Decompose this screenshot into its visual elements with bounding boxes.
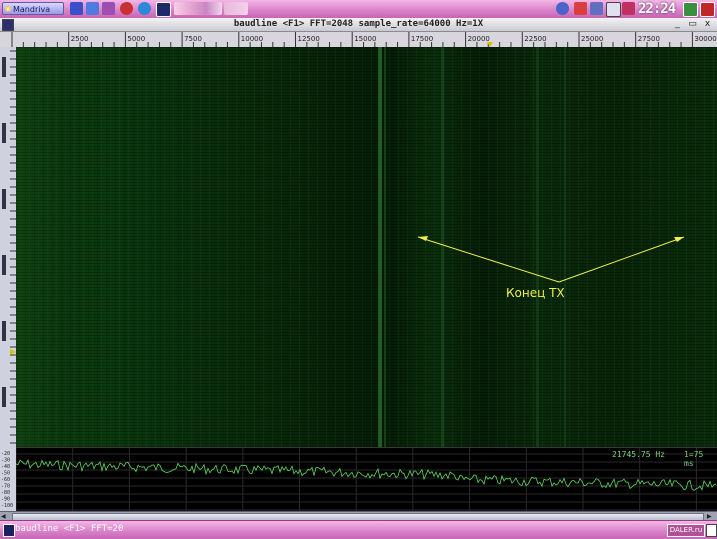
time-scale[interactable]	[0, 47, 17, 447]
close-button[interactable]: x	[704, 19, 711, 29]
ruler-tick-label: 27500	[638, 35, 660, 43]
keyboard-icon[interactable]	[590, 2, 603, 15]
annotation-arrows	[417, 236, 685, 283]
time-scale-ticks	[2, 50, 16, 444]
db-label: -100	[1, 503, 13, 509]
bottom-taskbar: baudline <F1> FFT=20 DALER.ru	[0, 520, 717, 539]
maximize-button[interactable]: ▭	[688, 19, 697, 29]
desktop-pager-icon[interactable]	[224, 2, 248, 15]
network-icon[interactable]	[138, 2, 151, 15]
carrier-band	[378, 47, 382, 447]
anime-thumbnails-icon[interactable]	[174, 2, 222, 15]
db-label: -30	[1, 458, 10, 464]
low-band-glow	[16, 47, 66, 447]
time-tick-label	[2, 189, 6, 209]
ruler-ticks: 2500 5000 7500 10000 12500 15000 17500 20000 225…	[11, 32, 717, 47]
baudline-task-icon[interactable]	[156, 2, 171, 17]
carrier-band	[536, 47, 539, 447]
frequency-marker-icon	[487, 42, 493, 47]
time-tick-label	[2, 255, 6, 275]
ruler-tick-label: 2500	[71, 35, 89, 43]
top-taskbar: Mandriva 22:24	[0, 0, 717, 19]
volume-icon[interactable]	[556, 2, 569, 15]
ruler-tick-label: 15000	[354, 35, 376, 43]
display-icon[interactable]	[606, 2, 621, 17]
start-menu-button[interactable]: Mandriva	[2, 2, 64, 15]
ruler-tick-label: 5000	[127, 35, 145, 43]
ruler-tick-label: 7500	[184, 35, 202, 43]
ruler-tick-label: 12500	[298, 35, 320, 43]
db-label: -70	[1, 484, 10, 490]
frequency-ruler[interactable]: 2500 5000 7500 10000 12500 15000 17500 20000 225…	[0, 32, 717, 48]
window-menu-icon[interactable]	[2, 19, 14, 31]
spectrogram-display[interactable]	[16, 47, 717, 447]
window-title: baudline <F1> FFT=2048 sample_rate=64000…	[233, 19, 484, 29]
show-desktop-icon[interactable]	[706, 524, 717, 537]
update-icon[interactable]	[574, 2, 587, 15]
media-icon[interactable]	[120, 2, 133, 15]
time-marker-icon	[10, 349, 16, 355]
tray-logo: DALER.ru	[667, 524, 705, 537]
db-scale-labels: -20-30-40-50-60-70-80-90-100	[1, 451, 13, 509]
task-button-baudline[interactable]: baudline <F1> FFT=20	[15, 524, 124, 534]
ruler-tick-label: 22500	[524, 35, 546, 43]
db-label: -40	[1, 464, 10, 470]
terminal-icon[interactable]	[86, 2, 99, 15]
ruler-tick-label: 25000	[581, 35, 603, 43]
carrier-band	[564, 47, 566, 447]
window-list-icon[interactable]	[683, 2, 698, 17]
db-label: -50	[1, 471, 10, 477]
baudline-task-icon[interactable]	[3, 524, 15, 537]
carrier-band	[384, 47, 386, 447]
ruler-tick-label: 17500	[411, 35, 433, 43]
spectrum-trace	[15, 448, 717, 512]
clock: 22:24	[638, 1, 676, 17]
ruler-tick-label: 30000 Hz	[694, 35, 717, 43]
carrier-band	[441, 47, 444, 447]
ruler-tick-label: 20000	[468, 35, 490, 43]
db-label: -90	[1, 497, 10, 503]
spectrum-trace-panel[interactable]: 21745.75 Hz 1=75 ms	[15, 447, 717, 512]
scroll-left-icon[interactable]: ◀	[1, 513, 6, 520]
time-tick-label	[2, 321, 6, 341]
home-icon[interactable]	[70, 2, 83, 15]
db-scale: -20 -30 -40 -50 -60 -70 -80 -90 -100	[0, 447, 17, 511]
window-titlebar[interactable]: baudline <F1> FFT=2048 sample_rate=64000…	[0, 18, 717, 32]
mode-readout: 1=75 ms	[684, 450, 704, 468]
time-tick-label	[2, 123, 6, 143]
db-label: -20	[1, 451, 10, 457]
frequency-readout: 21745.75 Hz	[612, 450, 665, 459]
time-tick-label	[2, 57, 6, 77]
spectrum-trace-line	[15, 458, 717, 491]
db-label: -80	[1, 490, 10, 496]
db-label: -60	[1, 477, 10, 483]
logout-icon[interactable]	[700, 2, 715, 17]
ruler-tick-label: 10000	[241, 35, 263, 43]
time-tick-label	[2, 387, 6, 407]
scroll-right-icon[interactable]: ▶	[707, 513, 712, 520]
tools-icon[interactable]	[622, 2, 635, 15]
annotation-label: Конец TX	[506, 286, 565, 300]
browser-icon[interactable]	[102, 2, 115, 15]
minimize-button[interactable]: _	[675, 19, 680, 29]
